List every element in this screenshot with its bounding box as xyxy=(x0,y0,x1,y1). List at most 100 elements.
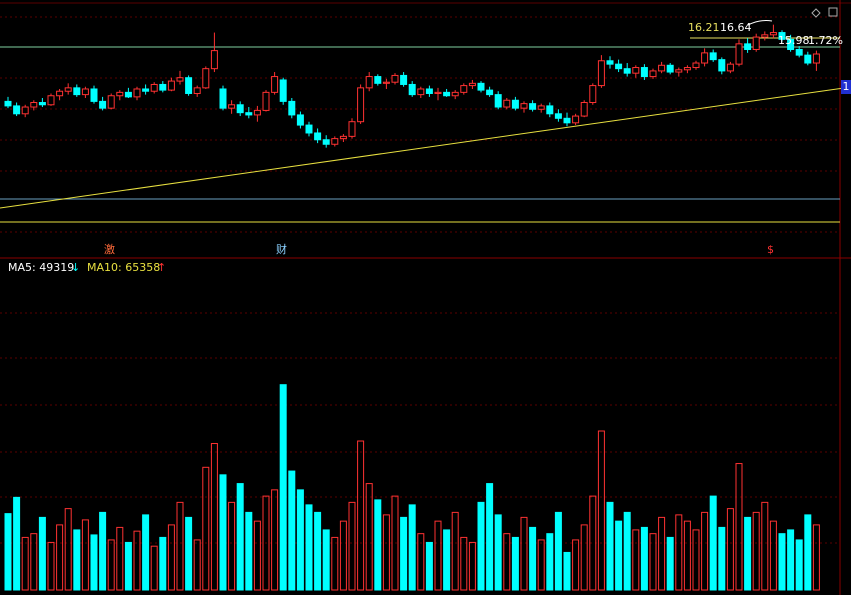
candle-body xyxy=(752,36,760,50)
volume-bar xyxy=(331,536,339,591)
volume-bar xyxy=(210,443,218,591)
candle-body xyxy=(107,95,115,109)
volume-bar xyxy=(271,489,279,591)
candle-body xyxy=(322,139,330,145)
volume-bar xyxy=(296,489,304,591)
volume-bar xyxy=(193,539,201,591)
volume-bar xyxy=(374,499,382,591)
price-annotation: 16.64 xyxy=(720,21,752,34)
volume-bar xyxy=(185,516,193,591)
volume-bar xyxy=(632,529,640,591)
candle-body xyxy=(90,88,98,102)
candle-body xyxy=(761,34,769,38)
candle-body xyxy=(357,87,365,123)
event-marker: 激 xyxy=(104,242,115,256)
trend-line xyxy=(0,86,851,209)
candle-body xyxy=(185,77,193,94)
ma10-arrow: ↑ xyxy=(157,261,166,274)
candle-body xyxy=(374,76,382,84)
volume-bar xyxy=(357,440,365,591)
volume-bar xyxy=(400,516,408,591)
candle-body xyxy=(279,79,287,102)
volume-bar xyxy=(494,514,502,591)
volume-bar xyxy=(365,483,373,591)
candle-body xyxy=(365,76,373,89)
candle-body xyxy=(64,87,72,92)
candle-body xyxy=(167,80,175,91)
event-marker: $ xyxy=(767,243,774,256)
candle-body xyxy=(150,83,158,92)
candle-body xyxy=(73,87,81,96)
volume-bar xyxy=(382,514,390,591)
volume-bar xyxy=(56,524,64,591)
volume-bar xyxy=(744,516,752,591)
volume-bar xyxy=(236,483,244,591)
volume-bar xyxy=(666,536,674,591)
candle-body xyxy=(486,89,494,96)
candle-body xyxy=(331,138,339,145)
volume-bar xyxy=(107,539,115,591)
candle-body xyxy=(683,67,691,71)
volume-bar xyxy=(262,495,270,591)
volume-bar xyxy=(228,501,236,591)
candle-body xyxy=(546,105,554,115)
candle-body xyxy=(193,87,201,94)
candle-body xyxy=(314,132,322,141)
candle-body xyxy=(417,88,425,96)
volume-bar xyxy=(529,526,537,591)
candle-body xyxy=(219,88,227,109)
candle-body xyxy=(176,77,184,82)
candle-body xyxy=(692,62,700,69)
candle-body xyxy=(718,59,726,72)
volume-bar xyxy=(589,495,597,591)
volume-bar xyxy=(804,514,812,591)
candle-body xyxy=(400,74,408,85)
candle-body xyxy=(640,67,648,78)
volume-bar xyxy=(81,519,89,591)
candle-body xyxy=(408,83,416,96)
volume-bar xyxy=(606,501,614,591)
candle-body xyxy=(606,60,614,65)
volume-bar xyxy=(38,516,46,591)
volume-bar xyxy=(30,533,38,591)
volume-bar xyxy=(167,524,175,591)
price-annotation: 15.98 xyxy=(778,34,810,47)
candle-body xyxy=(554,113,562,119)
volume-bar xyxy=(709,495,717,591)
candle-body xyxy=(615,63,623,70)
volume-bar xyxy=(253,520,261,591)
volume-bar xyxy=(279,384,287,591)
candle-body xyxy=(425,88,433,94)
volume-bar xyxy=(546,533,554,591)
axis-badge: 1 xyxy=(843,80,850,93)
event-marker: 财 xyxy=(276,242,287,256)
volume-bar xyxy=(124,541,132,591)
candle-body xyxy=(563,117,571,124)
icon[interactable] xyxy=(828,7,838,17)
candle-body xyxy=(133,88,141,98)
candle-body xyxy=(305,124,313,134)
candle-body xyxy=(142,88,150,92)
volume-bar xyxy=(692,529,700,591)
candle-body xyxy=(701,52,709,64)
volume-bar xyxy=(623,511,631,591)
volume-bar xyxy=(245,511,253,591)
candle-body xyxy=(30,102,38,108)
candle-body xyxy=(709,52,717,61)
annotation-arrow xyxy=(747,20,773,26)
candle-body xyxy=(632,67,640,74)
volume-bar xyxy=(322,529,330,591)
volume-bar xyxy=(658,516,666,591)
candle-body xyxy=(795,48,803,56)
volume-bar xyxy=(443,529,451,591)
axis-badge-box xyxy=(841,80,851,94)
candle-body xyxy=(787,38,795,50)
candle-body xyxy=(245,112,253,116)
volume-bar xyxy=(520,516,528,591)
candle-body xyxy=(13,105,21,115)
icon[interactable] xyxy=(811,8,821,18)
ma5-arrow: ↓ xyxy=(71,261,80,274)
candle-body xyxy=(572,115,580,124)
volume-bar xyxy=(391,495,399,591)
